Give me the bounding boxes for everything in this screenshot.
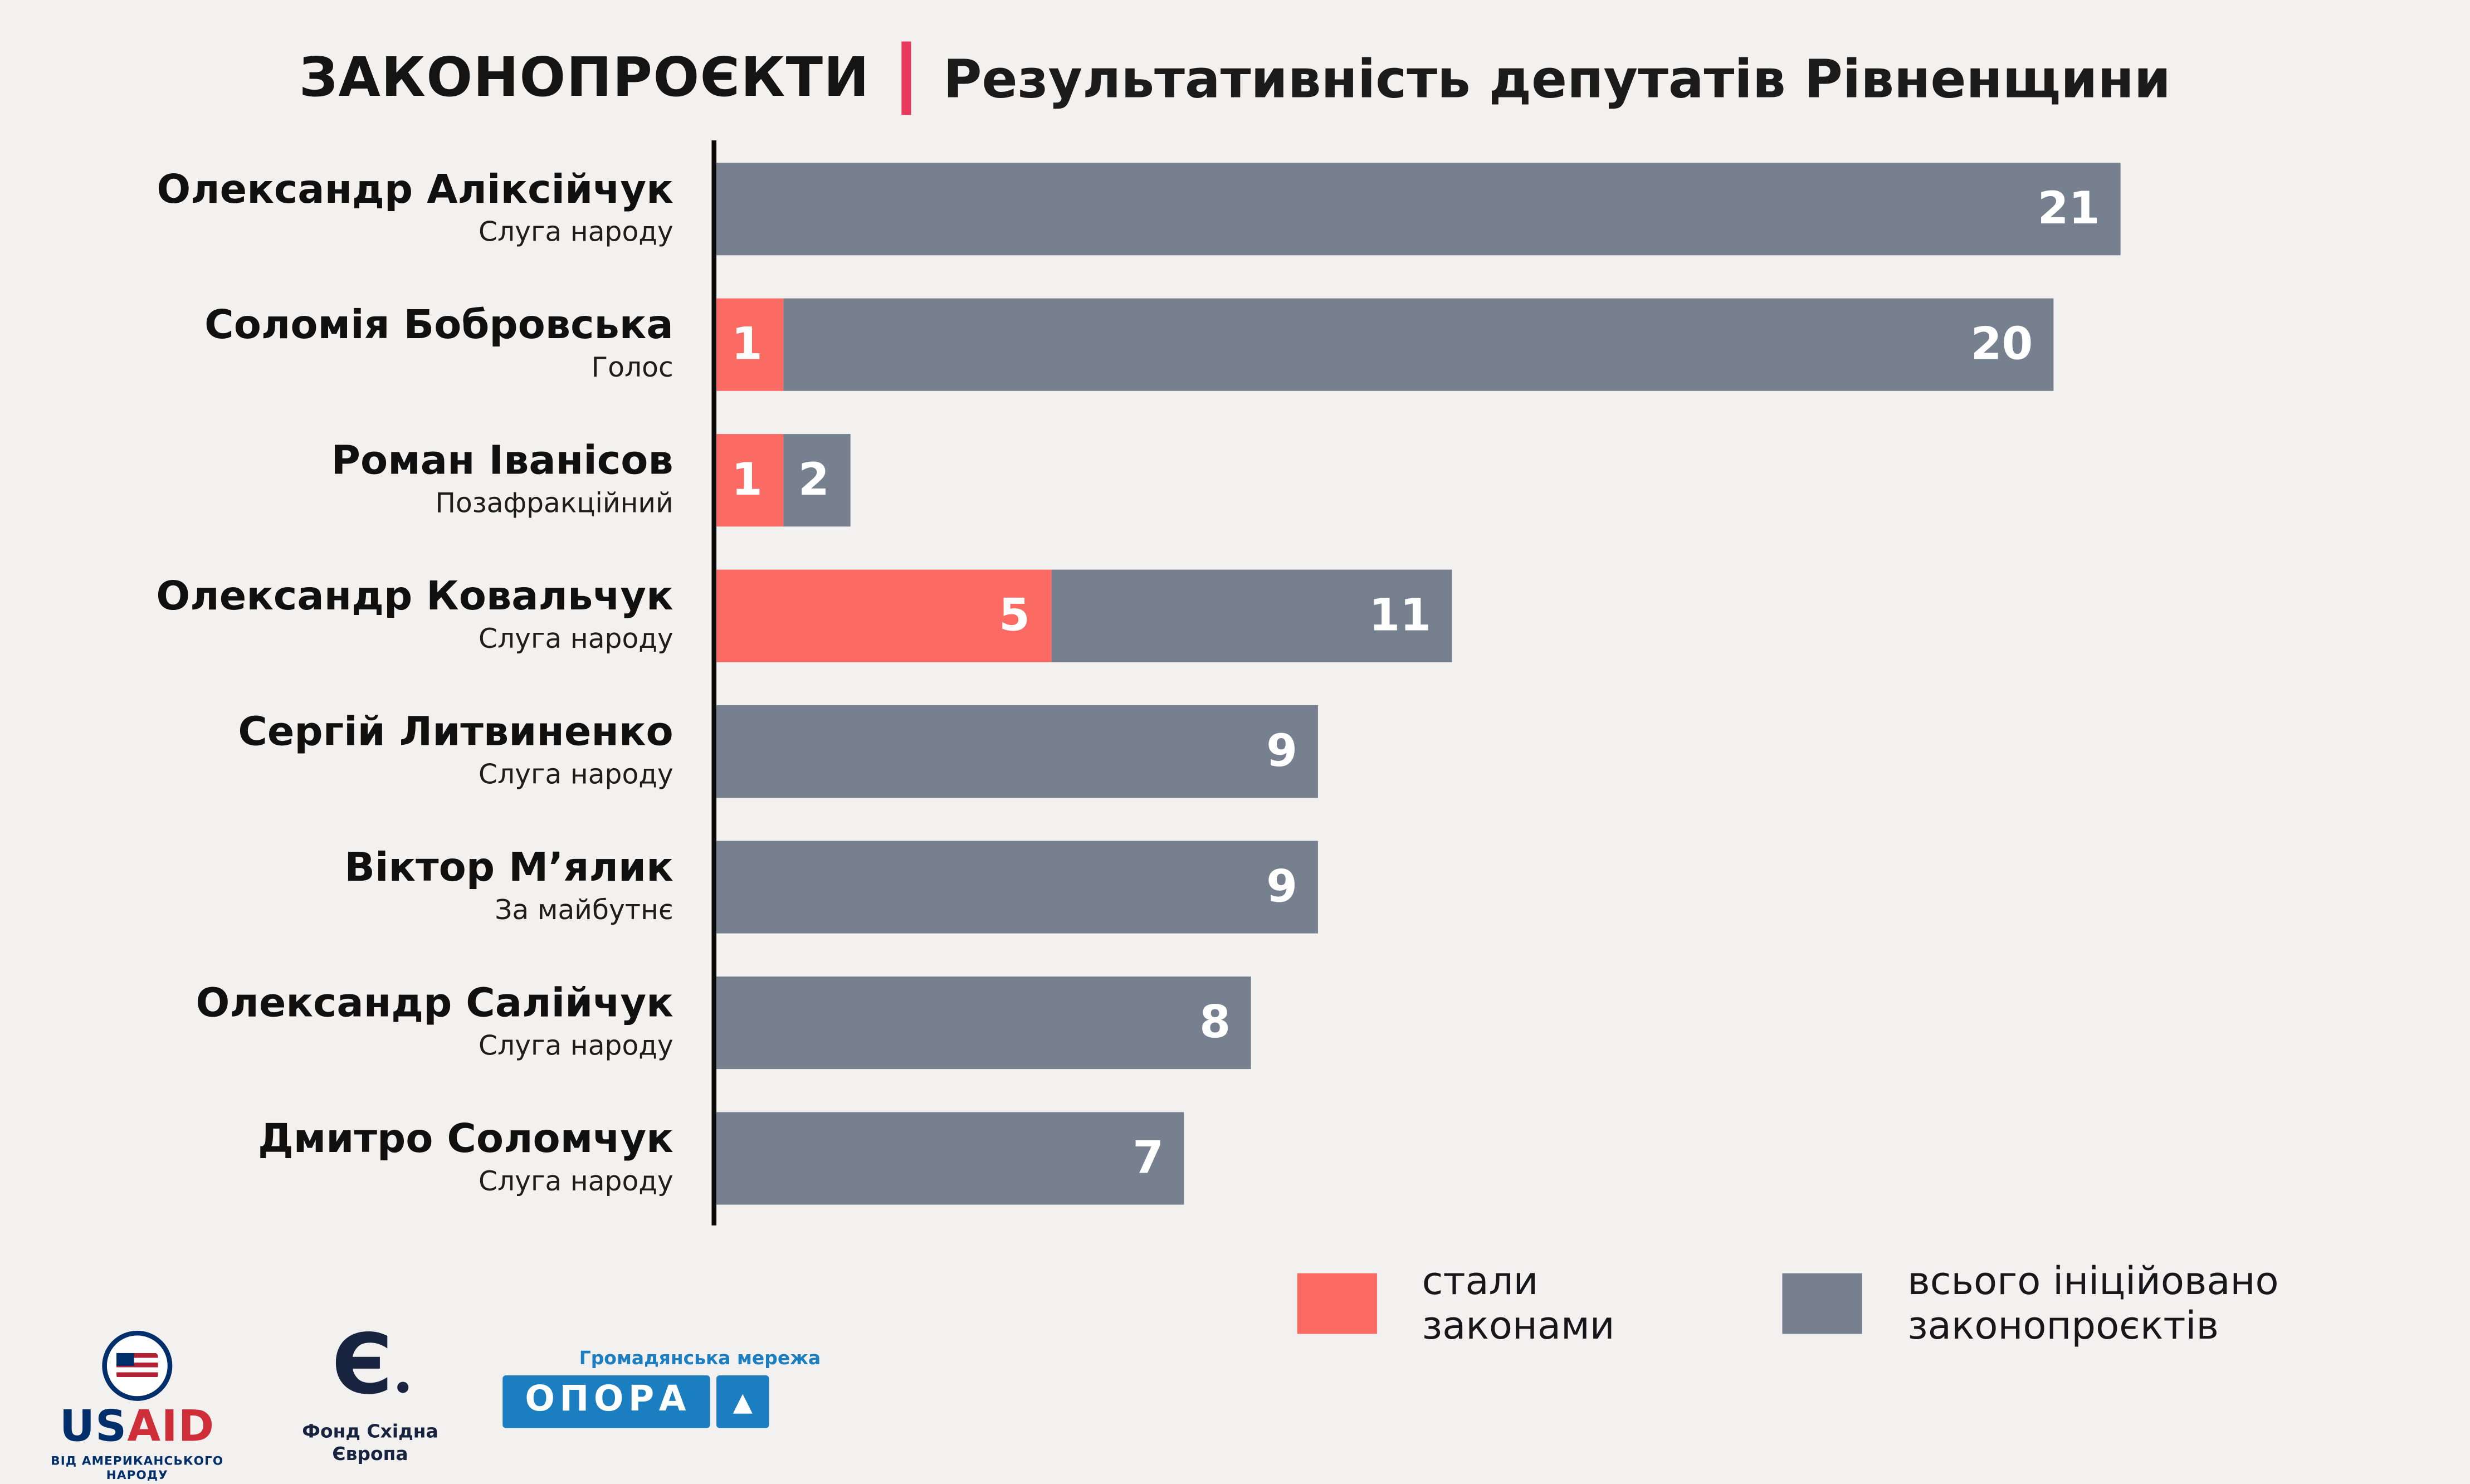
usaid-flag-icon [116, 1353, 158, 1379]
opora-wordmark: ОПОРА [502, 1375, 710, 1428]
deputy-name: Сергій Литвиненко [238, 707, 673, 754]
legend-total-swatch [1783, 1273, 1863, 1334]
total-bar-segment: 9 [716, 704, 1319, 797]
laws-value: 1 [731, 317, 763, 370]
total-value: 8 [1199, 995, 1231, 1048]
title-divider [901, 41, 911, 115]
total-bar-segment: 2 [783, 433, 851, 526]
total-value: 2 [798, 453, 829, 506]
bar-row: 7 [716, 1090, 2121, 1225]
bar-row: 21 [716, 140, 2121, 276]
opora-logo: Громадянська мережа ОПОРА ▲ [502, 1346, 821, 1428]
chart-legend: стали законами всього ініційовано законо… [1297, 1259, 2470, 1348]
usaid-wordmark: USAID [48, 1405, 227, 1448]
total-bar-segment: 7 [716, 1111, 1185, 1204]
fse-glyph-icon: Є [271, 1324, 469, 1407]
opora-triangle-icon: ▲ [716, 1375, 769, 1428]
deputy-party: Позафракційний [435, 489, 673, 521]
opora-tagline: Громадянська мережа [579, 1346, 821, 1369]
row-label: Віктор М’ялик За майбутнє [0, 818, 711, 954]
total-bar-segment: 21 [716, 162, 2121, 255]
deputy-party: Слуга народу [479, 1166, 673, 1199]
laws-value: 5 [999, 588, 1030, 642]
legend-total-label: всього ініційовано законопроєктів [1907, 1258, 2279, 1349]
total-value: 9 [1266, 724, 1298, 777]
usaid-wordmark-aid: AID [127, 1402, 215, 1452]
opora-row: ОПОРА ▲ [502, 1375, 821, 1428]
deputy-name: Олександр Аліксійчук [157, 165, 673, 212]
bar-row: 9 [716, 683, 2121, 818]
total-value: 7 [1133, 1131, 1164, 1184]
deputy-name: Олександр Салійчук [196, 979, 673, 1026]
header: ЗАКОНОПРОЄКТИ Результативність депутатів… [0, 41, 2470, 115]
deputy-party: Слуга народу [479, 1031, 673, 1063]
bar-row: 5 11 [716, 547, 2121, 682]
row-label: Сергій Литвиненко Слуга народу [0, 683, 711, 818]
total-bar-segment: 20 [783, 297, 2054, 390]
usaid-tagline: ВІД АМЕРИКАНСЬКОГО НАРОДУ [51, 1453, 224, 1482]
deputy-party: Слуга народу [479, 624, 673, 657]
laws-value: 1 [731, 453, 763, 506]
fse-glyph-letter: Є [331, 1317, 393, 1414]
legend-laws-label: стали законами [1422, 1258, 1615, 1349]
fse-dot-icon [397, 1382, 409, 1393]
legend-laws-swatch [1297, 1273, 1378, 1334]
deputy-party: Голос [591, 353, 673, 385]
usaid-wordmark-us: US [60, 1402, 128, 1452]
deputy-party: За майбутнє [495, 895, 673, 928]
total-value: 9 [1266, 860, 1298, 913]
page-title-right: Результативність депутатів Рівненщини [943, 47, 2171, 110]
row-label: Олександр Салійчук Слуга народу [0, 954, 711, 1090]
footer-logos: USAID ВІД АМЕРИКАНСЬКОГО НАРОДУ Є Фонд С… [0, 1324, 2470, 1483]
usaid-seal-icon [102, 1330, 173, 1401]
total-value: 20 [1970, 317, 2033, 370]
deputy-name: Роман Іванісов [331, 436, 673, 483]
row-label: Дмитро Соломчук Слуга народу [0, 1090, 711, 1225]
deputy-party: Слуга народу [479, 217, 673, 250]
laws-bar-segment: 1 [716, 297, 784, 390]
bar-chart: Олександр Аліксійчук Слуга народу Соломія … [0, 140, 2121, 1226]
usaid-logo: USAID ВІД АМЕРИКАНСЬКОГО НАРОДУ [48, 1330, 227, 1482]
deputy-name: Соломія Бобровська [204, 301, 673, 348]
deputy-party: Слуга народу [479, 760, 673, 792]
labels-column: Олександр Аліксійчук Слуга народу Соломія … [0, 140, 711, 1226]
total-value: 21 [2037, 182, 2100, 235]
deputy-name: Дмитро Соломчук [257, 1115, 673, 1161]
deputy-name: Віктор М’ялик [344, 843, 673, 890]
row-label: Олександр Ковальчук Слуга народу [0, 547, 711, 682]
row-label: Олександр Аліксійчук Слуга народу [0, 140, 711, 276]
row-label: Соломія Бобровська Голос [0, 276, 711, 412]
total-bar-segment: 8 [716, 975, 1252, 1068]
fse-label: Фонд Східна Європа [302, 1420, 438, 1465]
total-bar-segment: 9 [716, 840, 1319, 933]
page-title-left: ЗАКОНОПРОЄКТИ [299, 46, 870, 110]
bar-row: 9 [716, 818, 2121, 954]
bar-row: 8 [716, 954, 2121, 1090]
laws-bar-segment: 1 [716, 433, 784, 526]
row-label: Роман Іванісов Позафракційний [0, 412, 711, 547]
bar-row: 1 20 [716, 276, 2121, 412]
total-bar-segment: 11 [1051, 569, 1452, 662]
bars-column: 21 1 20 1 2 5 11 9 9 8 7 [711, 140, 2121, 1226]
deputy-name: Олександр Ковальчук [156, 572, 673, 619]
fse-logo: Є Фонд Східна Європа [271, 1324, 469, 1465]
laws-bar-segment: 5 [716, 569, 1051, 662]
total-value: 11 [1369, 588, 1432, 642]
